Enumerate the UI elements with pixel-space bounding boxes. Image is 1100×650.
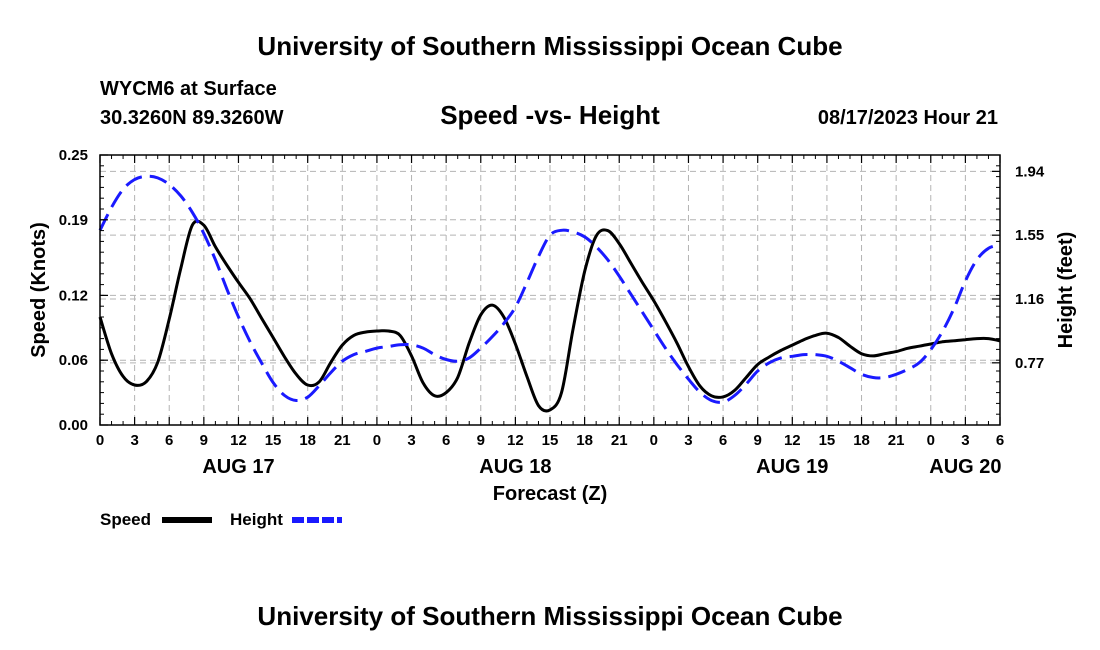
x-tick-label: 3 [130, 432, 138, 449]
y-tick-label: 0.00 [59, 417, 88, 434]
x-tick-label: 21 [888, 432, 905, 449]
x-tick-label: 3 [961, 432, 969, 449]
x-tick-label: 12 [784, 432, 801, 449]
date-label: AUG 20 [929, 456, 1001, 478]
y2-axis-label: Height (feet) [1055, 232, 1077, 349]
y2-tick-label: 0.77 [1015, 355, 1044, 372]
x-tick-label: 0 [927, 432, 935, 449]
x-tick-label: 0 [373, 432, 381, 449]
x-tick-label: 3 [407, 432, 415, 449]
x-tick-label: 21 [334, 432, 351, 449]
x-tick-label: 21 [611, 432, 628, 449]
station-label: WYCM6 at Surface [100, 78, 277, 100]
x-tick-label: 6 [165, 432, 173, 449]
page-title: University of Southern Mississippi Ocean… [257, 31, 842, 61]
x-tick-label: 3 [684, 432, 692, 449]
x-tick-label: 18 [299, 432, 316, 449]
x-tick-label: 9 [754, 432, 762, 449]
x-axis-label: Forecast (Z) [493, 483, 607, 505]
axis-ticks [99, 154, 1001, 426]
series-line-height [98, 174, 1001, 404]
x-tick-label: 15 [819, 432, 836, 449]
forecast-datetime: 08/17/2023 Hour 21 [818, 107, 998, 129]
legend: Speed Height [100, 510, 342, 529]
y-tick-label: 0.12 [59, 287, 88, 304]
y2-tick-label: 1.16 [1015, 291, 1044, 308]
x-tick-label: 6 [719, 432, 727, 449]
x-tick-label: 12 [507, 432, 524, 449]
date-label: AUG 19 [756, 456, 828, 478]
y2-tick-label: 1.55 [1015, 227, 1044, 244]
x-tick-label: 15 [265, 432, 282, 449]
y-tick-label: 0.25 [59, 147, 88, 164]
legend-speed-label: Speed [100, 510, 151, 529]
legend-height-label: Height [230, 510, 283, 529]
y-tick-label: 0.19 [59, 212, 88, 229]
station-coords: 30.3260N 89.3260W [100, 107, 284, 129]
y2-tick-label: 1.94 [1015, 163, 1045, 180]
x-tick-label: 18 [576, 432, 593, 449]
grid-lines [100, 155, 1000, 425]
x-tick-label: 0 [650, 432, 658, 449]
x-tick-label: 12 [230, 432, 247, 449]
x-tick-label: 18 [853, 432, 870, 449]
axis-tick-labels: 0 3 6 9 12 15 18 21 0 3 6 9 12 15 18 21 0 3 6 9 12 15 18 21 0 3 6 A… [59, 147, 1045, 478]
footer-title: University of Southern Mississippi Ocean… [257, 601, 842, 631]
x-tick-label: 9 [477, 432, 485, 449]
date-label: AUG 17 [202, 456, 274, 478]
x-tick-label: 6 [442, 432, 450, 449]
y-tick-label: 0.06 [59, 352, 88, 369]
y-axis-label: Speed (Knots) [28, 222, 50, 358]
chart-title: Speed -vs- Height [440, 100, 660, 130]
x-tick-label: 0 [96, 432, 104, 449]
series-line-speed [98, 219, 1001, 413]
x-tick-label: 6 [996, 432, 1004, 449]
x-tick-label: 9 [200, 432, 208, 449]
series-lines [98, 174, 1001, 413]
date-label: AUG 18 [479, 456, 551, 478]
x-tick-label: 15 [542, 432, 559, 449]
